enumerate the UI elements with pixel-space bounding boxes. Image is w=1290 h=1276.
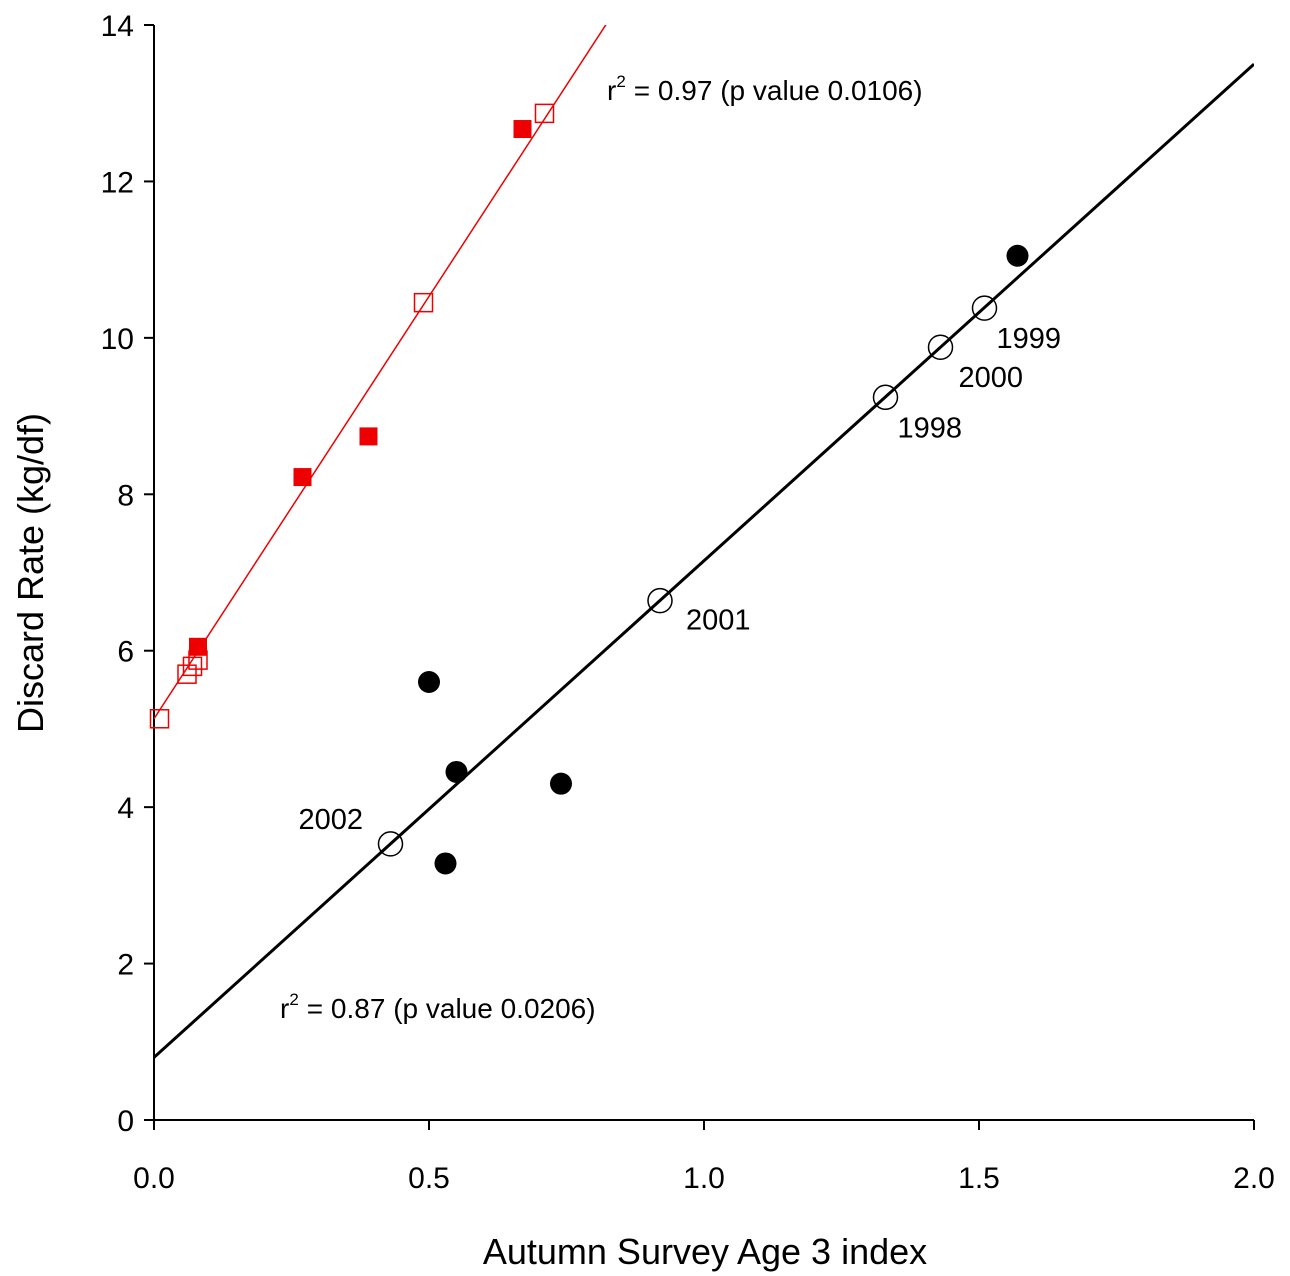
black-fit-r: r <box>280 993 289 1024</box>
red-filled-square-point <box>359 427 378 446</box>
black-filled-circle-point <box>445 760 468 783</box>
red-fit-text: = 0.97 (p value 0.0106) <box>634 75 923 106</box>
red-open-square-point <box>177 664 197 684</box>
y-tick-label: 4 <box>117 792 134 825</box>
red-filled-square-point <box>189 637 207 656</box>
red-fit-line <box>154 25 607 720</box>
red-filled-square-point <box>293 468 312 487</box>
point-year-label: 2000 <box>959 362 1024 394</box>
black-filled-circle-point <box>1006 244 1029 267</box>
red-open-square-point <box>188 650 208 670</box>
red-fit-r: r <box>607 75 616 106</box>
red-open-square-point <box>182 656 203 677</box>
point-year-label: 2001 <box>686 605 751 637</box>
y-tick-label: 12 <box>101 166 134 199</box>
y-tick-label: 2 <box>117 949 134 982</box>
x-tick-label: 1.5 <box>958 1162 1000 1195</box>
ticks: 0.0 0.5 1.0 1.5 2.0 0 2 4 6 8 10 12 14 <box>101 10 1275 1195</box>
y-tick-label: 6 <box>117 636 134 669</box>
red-filled-square-point <box>513 120 532 139</box>
black-filled-circle-point <box>550 772 572 795</box>
black-fit-sup: 2 <box>289 990 298 1009</box>
y-tick-label: 14 <box>101 10 134 43</box>
y-tick-label: 0 <box>117 1105 134 1138</box>
x-axis-label: Autumn Survey Age 3 index <box>483 1231 927 1272</box>
red-open-square-point <box>149 709 170 729</box>
y-axis-label: Discard Rate (kg/df) <box>10 413 51 733</box>
x-tick-label: 1.0 <box>683 1162 725 1195</box>
axes <box>153 25 1254 1121</box>
y-tick-label: 8 <box>117 479 134 512</box>
point-year-label: 2002 <box>299 804 364 836</box>
black-filled-circle-point <box>434 852 457 875</box>
black-filled-circle-point <box>418 671 440 693</box>
red-open-square-point <box>413 292 434 313</box>
x-tick-label: 0.5 <box>408 1162 450 1195</box>
red-fit-sup: 2 <box>616 72 625 91</box>
data-points <box>149 103 1029 875</box>
y-tick-label: 10 <box>101 323 134 356</box>
black-fit-annotation: r2 = 0.87 (p value 0.0206) <box>280 990 596 1024</box>
black-open-circle-point <box>647 587 673 614</box>
point-labels: 2002 2001 1998 2000 1999 <box>299 323 1062 836</box>
point-year-label: 1999 <box>997 323 1062 355</box>
red-open-square-point <box>534 103 555 124</box>
black-fit-line <box>154 62 1254 1059</box>
black-fit-text: = 0.87 (p value 0.0206) <box>307 993 596 1024</box>
point-year-label: 1998 <box>898 412 963 444</box>
black-open-circle-point <box>872 384 899 411</box>
x-tick-label: 0.0 <box>133 1162 175 1195</box>
black-open-circle-point <box>377 831 404 857</box>
black-open-circle-point <box>971 295 998 321</box>
red-fit-annotation: r2 = 0.97 (p value 0.0106) <box>607 72 923 106</box>
black-open-circle-point <box>927 334 954 360</box>
fit-lines <box>154 25 1254 1059</box>
x-tick-label: 2.0 <box>1233 1162 1275 1195</box>
